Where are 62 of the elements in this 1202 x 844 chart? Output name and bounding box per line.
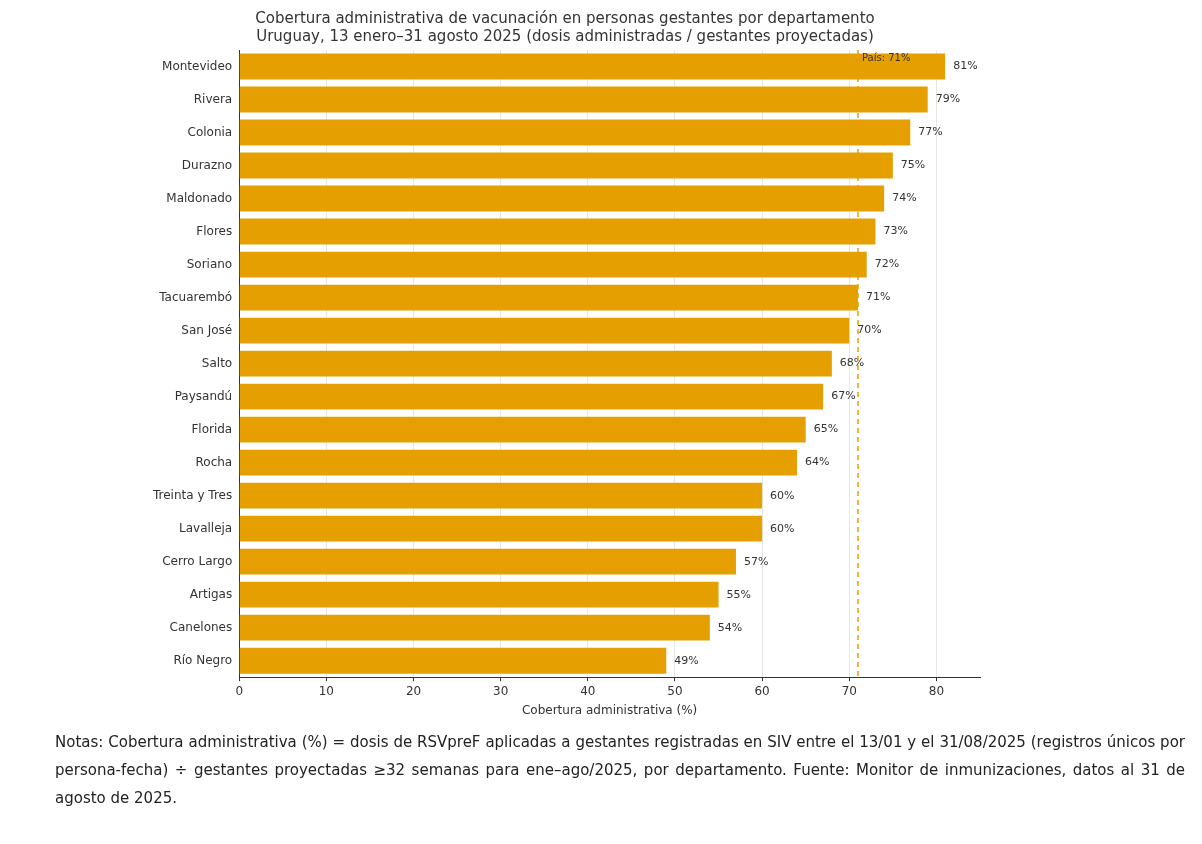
bar <box>239 614 710 641</box>
bar <box>239 548 736 575</box>
text: Notas: Cobertura administrativa (%) = dosis de RSVpreF aplicadas a gestantes registradas en SIV entre el 13/01 y el 31/08/2025 (registros únicos por persona-fecha) ÷ gestantes proyectadas ≥32 semanas para ene–ago/2025, por departamento. Fuente: Monitor de inmunizaciones, datos al 31 de agosto de 2025. <box>55 732 1185 809</box>
x-tick-label: 20 <box>405 683 422 698</box>
x-tick-label: 10 <box>318 683 335 698</box>
bar <box>239 515 763 542</box>
bar <box>239 383 824 410</box>
y-tick-label: San José <box>181 322 233 337</box>
data-label: 73% <box>883 224 908 238</box>
y-tick-label: Soriano <box>186 256 233 271</box>
data-label: 67% <box>831 389 856 403</box>
data-label: 72% <box>874 257 900 271</box>
y-tick-label: Rivera <box>193 91 233 106</box>
x-tick-label: 40 <box>580 683 596 698</box>
data-label: 60% <box>770 488 795 502</box>
bar <box>239 647 667 674</box>
x-tick-label: 30 <box>493 683 509 698</box>
bar <box>239 317 850 344</box>
data-label: 77% <box>918 125 943 139</box>
bar <box>239 581 719 608</box>
data-label: 49% <box>674 653 699 667</box>
data-label: 64% <box>804 455 830 469</box>
bar <box>239 449 797 476</box>
data-label: 75% <box>900 158 926 172</box>
data-label: 79% <box>935 92 961 106</box>
chart-title: Cobertura administrativa de vacunación en personas gestantes por departamento Uruguay, 13 enero–31 agosto 2025 (dosis administradas / gestantes proyectadas) <box>255 8 875 45</box>
y-tick-label: Lavalleja <box>178 520 233 535</box>
y-tick-label: Treinta y Tres <box>152 487 233 502</box>
ref-line-label: País: 71% <box>861 51 911 63</box>
x-tick-label: 80 <box>928 683 945 698</box>
data-label: 71% <box>865 290 891 304</box>
y-tick-label: Maldonado <box>166 190 233 205</box>
y-tick-label: Río Negro <box>173 652 233 667</box>
x-tick-label: 60 <box>754 683 770 698</box>
y-tick-label: Cerro Largo <box>162 553 233 568</box>
data-label: 60% <box>770 521 795 535</box>
y-tick-label: Rocha <box>195 454 233 469</box>
data-label: 57% <box>743 554 769 568</box>
x-tick-label: 70 <box>841 683 857 698</box>
y-tick-label: Durazno <box>181 157 233 172</box>
x-axis-title: Cobertura administrativa (%) <box>521 702 698 717</box>
data-label: 81% <box>953 59 978 73</box>
bar <box>239 482 763 509</box>
y-tick-label: Salto <box>201 355 233 370</box>
y-tick-label: Artigas <box>189 586 233 601</box>
y-tick-label: Montevideo <box>162 58 233 73</box>
x-tick-label: 50 <box>667 683 683 698</box>
y-tick-label: Canelones <box>169 619 233 634</box>
data-label: 54% <box>717 620 743 634</box>
y-tick-label: Paysandú <box>174 388 233 403</box>
data-label: 70% <box>857 323 882 337</box>
x-tick-label: 0 <box>235 683 244 698</box>
y-tick-label: Florida <box>191 421 233 436</box>
data-label: 68% <box>839 356 865 370</box>
data-label: 74% <box>892 191 917 205</box>
data-label: 55% <box>726 587 751 601</box>
y-tick-label: Flores <box>196 223 233 238</box>
y-tick-label: Colonia <box>187 124 233 139</box>
y-tick-label: Tacuarembó <box>158 289 233 304</box>
bar <box>239 350 832 377</box>
bar <box>239 416 806 443</box>
data-label: 65% <box>813 422 839 436</box>
